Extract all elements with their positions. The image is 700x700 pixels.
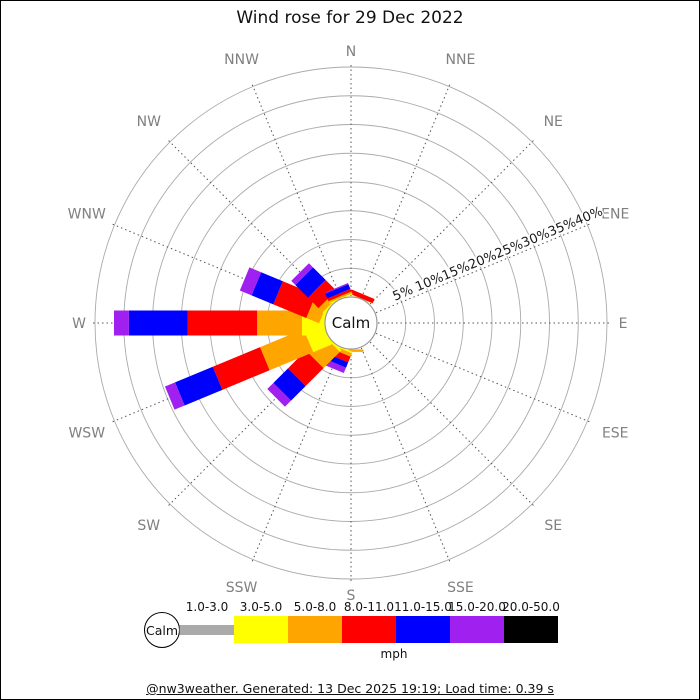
- spoke-ese: [375, 332, 593, 424]
- petal-segment-sw-15-0-20-0: [267, 382, 292, 407]
- petal-segment-s-5-0-8-0: [338, 349, 364, 352]
- petal-segment-wnw-11-0-15-0: [251, 272, 283, 305]
- legend-bin-label-20-0-50-0: 20.0-50.0: [502, 600, 560, 614]
- spoke-ne: [369, 138, 536, 305]
- legend-bin-label-5-0-8-0: 5.0-8.0: [294, 600, 337, 614]
- petal-segment-w-11-0-15-0: [128, 310, 188, 336]
- petal-segment-wnw-8-0-11-0: [273, 281, 316, 318]
- petal-segment-wnw-15-0-20-0: [239, 267, 262, 296]
- compass-label-ese: ESE: [602, 425, 629, 441]
- petal-segment-sw-8-0-11-0: [287, 350, 324, 387]
- compass-label-e: E: [619, 316, 628, 332]
- spoke-sw: [166, 341, 333, 508]
- petal-nnw: [324, 283, 353, 304]
- legend-swatch-1-0-3-0: [179, 625, 234, 635]
- compass-label-wnw: WNW: [68, 207, 106, 223]
- chart-title: Wind rose for 29 Dec 2022: [236, 8, 464, 28]
- petal-segment-nnw-5-0-8-0: [328, 291, 353, 303]
- petal-segment-nnw-8-0-11-0: [327, 288, 352, 302]
- petal-segment-nnw-11-0-15-0: [325, 284, 351, 299]
- petal-segment-sw-11-0-15-0: [273, 368, 306, 401]
- compass-label-se: SE: [544, 518, 562, 534]
- petal-segment-nne-8-0-11-0: [349, 289, 375, 304]
- petal-segment-w-15-0-20-0: [113, 310, 129, 336]
- legend-bin-label-3-0-5-0: 3.0-5.0: [240, 600, 283, 614]
- legend-swatch-11-0-15-0: [396, 616, 450, 643]
- legend-swatch-5-0-8-0: [288, 616, 342, 643]
- spoke-wnw: [109, 222, 327, 314]
- calm-circle: [324, 296, 378, 350]
- compass-label-ssw: SSW: [226, 580, 258, 596]
- legend-swatch-20-0-50-0: [504, 616, 558, 643]
- spoke-sse: [360, 347, 452, 565]
- petal-segment-w-8-0-11-0: [187, 310, 258, 336]
- legend-bin-label-1-0-3-0: 1.0-3.0: [186, 600, 229, 614]
- compass-label-nw: NW: [137, 114, 161, 130]
- grid-ring-40pct: [94, 66, 608, 580]
- petal-segment-wsw-11-0-15-0: [175, 366, 223, 406]
- petal-segment-nnw-15-0-20-0: [324, 283, 349, 294]
- legend-swatch-15-0-20-0: [450, 616, 504, 643]
- legend-bin-label-8-0-11-0: 8.0-11.0: [344, 600, 394, 614]
- petal-segment-w-5-0-8-0: [257, 310, 302, 336]
- compass-label-sw: SW: [137, 518, 160, 534]
- ring-label-5pct: 5%: [391, 283, 416, 305]
- spoke-nnw: [250, 81, 342, 299]
- legend: Calm 1.0-3.0 3.0-5.0 5.0-8.0 8.0-11.0 11.0-15…: [144, 600, 560, 661]
- compass-label-sse: SSE: [447, 580, 474, 596]
- petal-segment-wsw-15-0-20-0: [164, 382, 185, 410]
- compass-label-nne: NNE: [446, 52, 476, 68]
- spoke-nw: [166, 138, 333, 305]
- legend-calm-label: Calm: [146, 623, 178, 638]
- petal-segment-wsw-8-0-11-0: [212, 347, 270, 390]
- legend-swatch-8-0-11-0: [342, 616, 396, 643]
- legend-bin-label-15-0-20-0: 15.0-20.0: [448, 600, 506, 614]
- legend-unit-label: mph: [381, 647, 408, 661]
- footer-credit: @nw3weather. Generated: 13 Dec 2025 19:1…: [1, 681, 699, 696]
- spoke-ssw: [250, 347, 342, 565]
- compass-label-ne: NE: [544, 114, 563, 130]
- petal-segment-nw-15-0-20-0: [291, 263, 313, 285]
- petal-segment-wsw-5-0-8-0: [260, 329, 314, 371]
- compass-label-wsw: WSW: [68, 425, 105, 441]
- ring-label-40pct: 40%: [573, 204, 605, 229]
- compass-label-w: W: [72, 316, 86, 332]
- petal-segment-nw-11-0-15-0: [295, 267, 326, 298]
- spoke-ene: [375, 222, 593, 314]
- calm-label: Calm: [332, 314, 370, 332]
- compass-label-ene: ENE: [601, 207, 629, 223]
- compass-label-n: N: [346, 44, 356, 60]
- legend-bin-label-11-0-15-0: 11.0-15.0: [394, 600, 452, 614]
- spoke-nne: [360, 81, 452, 299]
- compass-label-nnw: NNW: [224, 52, 259, 68]
- compass-label-s: S: [347, 588, 356, 604]
- spoke-se: [369, 341, 536, 508]
- petal-segment-nw-8-0-11-0: [307, 279, 337, 309]
- petal-w: [113, 310, 325, 336]
- legend-swatch-3-0-5-0: [234, 616, 288, 643]
- footer-credit-link[interactable]: @nw3weather. Generated: 13 Dec 2025 19:1…: [146, 681, 554, 696]
